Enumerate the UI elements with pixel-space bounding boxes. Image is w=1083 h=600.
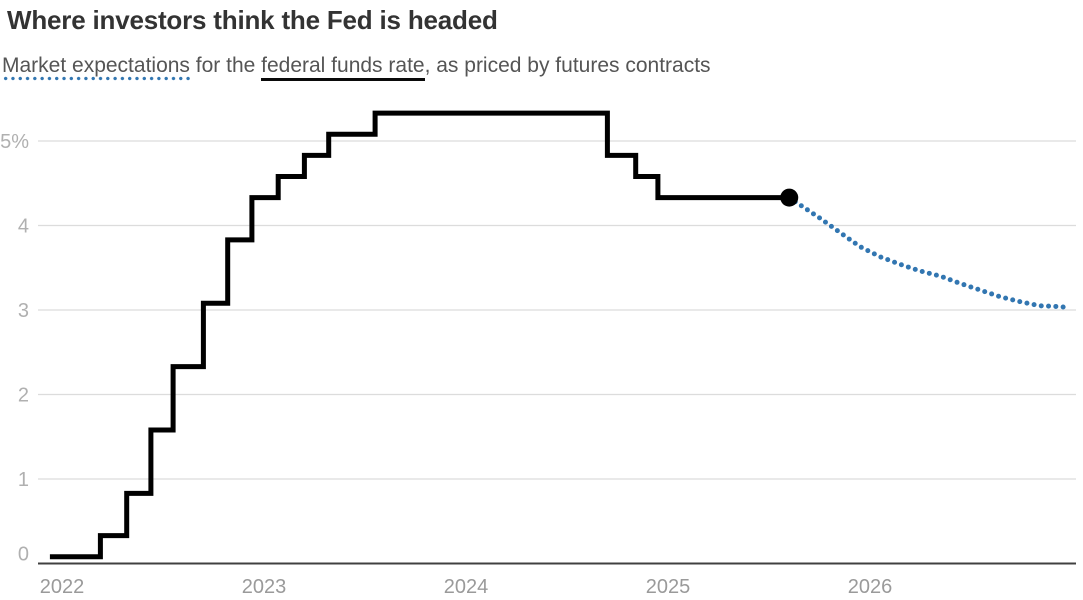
chart-subtitle: Market expectations for the federal fund… [2,52,1077,81]
subtitle-mid-text: for the [189,54,262,77]
subtitle-market-expectations-underlined: Market expectations [2,54,190,81]
subtitle-federal-funds-rate-underlined: federal funds rate [261,54,425,81]
x-tick-label: 2024 [444,576,489,598]
y-tick-label: 5% [0,131,29,153]
y-tick-label: 4 [18,216,29,238]
y-tick-label: 2 [18,385,29,407]
y-tick-label: 1 [18,469,29,491]
current-rate-end-marker [780,188,799,207]
market-expectations-dotted-line [786,195,1071,310]
y-tick-label: 0 [18,544,29,566]
x-tick-label: 2026 [848,576,893,598]
x-tick-label: 2023 [242,576,287,598]
federal-funds-rate-step-line [49,110,790,560]
x-tick-label: 2022 [40,576,85,598]
y-tick-label: 3 [18,300,29,322]
subtitle-tail-text: , as priced by futures contracts [424,54,711,77]
x-tick-label: 2025 [646,576,691,598]
chart-header: Where investors think the Fed is headed … [2,5,1077,81]
page-title: Where investors think the Fed is headed [7,5,498,35]
